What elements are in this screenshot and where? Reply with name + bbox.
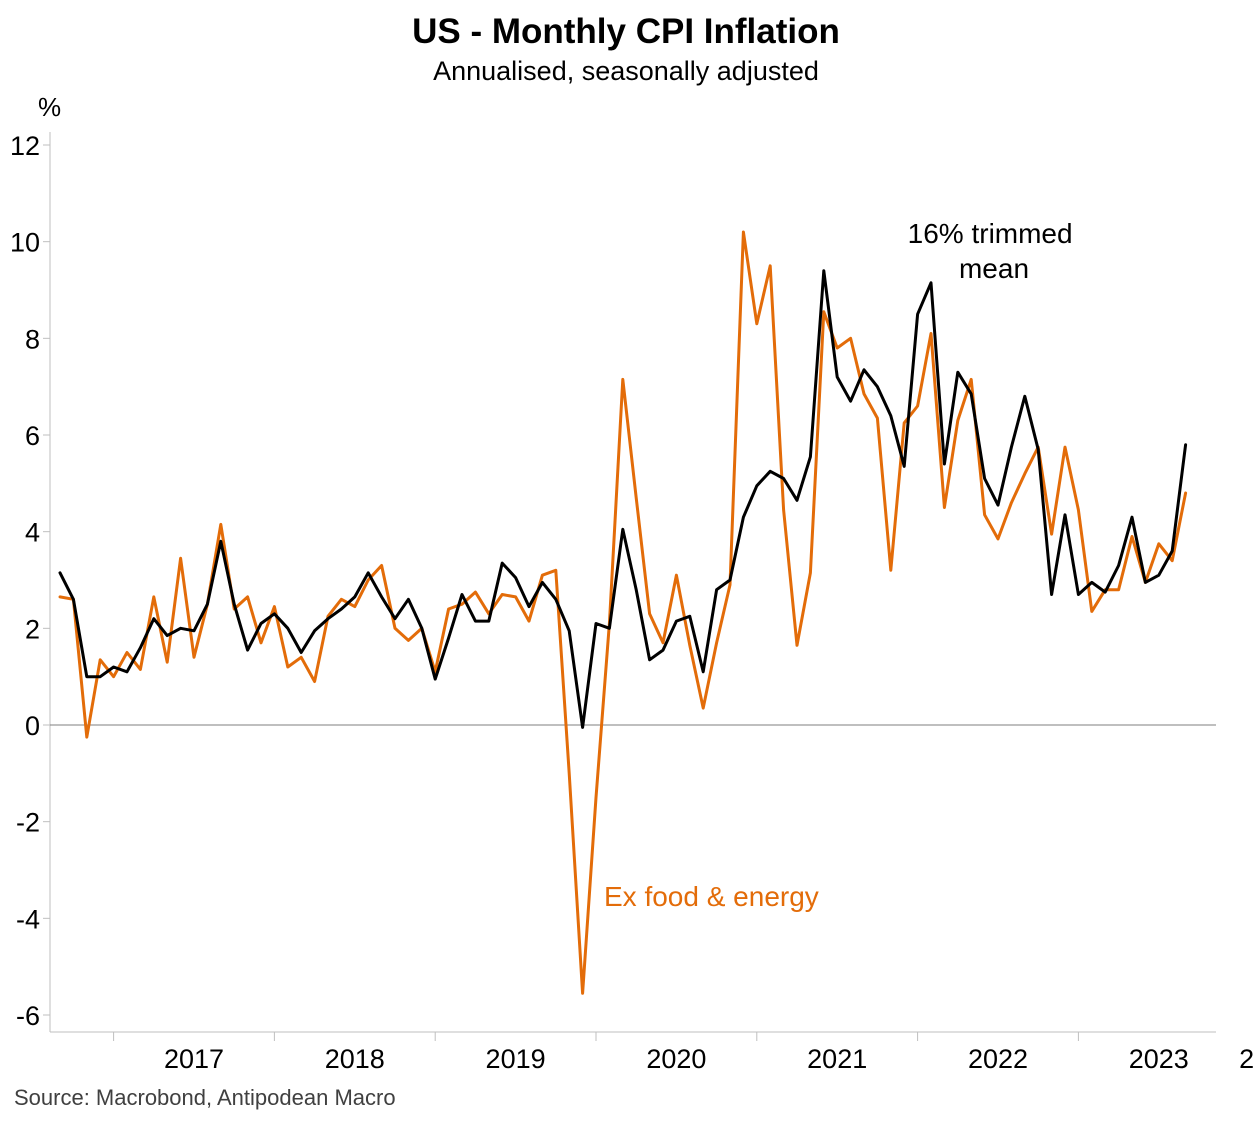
y-tick-label: 12 <box>10 131 40 161</box>
y-tick-label: 2 <box>25 614 40 644</box>
x-tick-label: 2017 <box>164 1044 224 1074</box>
x-tick-label: 2019 <box>486 1044 546 1074</box>
plot-area <box>58 230 1188 995</box>
y-tick-label: 8 <box>25 324 40 354</box>
series-line-ex-food-energy <box>58 230 1188 995</box>
chart-subtitle: Annualised, seasonally adjusted <box>433 56 819 86</box>
x-tick-label: 2021 <box>807 1044 867 1074</box>
y-tick-label: 4 <box>25 518 40 548</box>
annotation-trimmed-mean-line-1: 16% trimmed <box>908 218 1073 249</box>
y-tick-label: -2 <box>16 808 40 838</box>
y-tick-label: 0 <box>25 711 40 741</box>
annotation-ex-food-energy: Ex food & energy <box>604 881 819 912</box>
annotation-trimmed-mean: 16% trimmed mean <box>908 218 1081 284</box>
y-tick-label: 10 <box>10 228 40 258</box>
y-tick-label: 6 <box>25 421 40 451</box>
x-tick-label: 2018 <box>325 1044 385 1074</box>
series-line-16-trimmed-mean <box>58 269 1188 729</box>
x-tick-label: 2022 <box>968 1044 1028 1074</box>
y-tick-label: -6 <box>16 1001 40 1031</box>
y-axis: -6 -4 -2 0 2 4 6 8 10 12 <box>10 131 1216 1032</box>
chart-title: US - Monthly CPI Inflation <box>412 12 840 51</box>
y-axis-unit-label: % <box>38 92 61 122</box>
annotation-trimmed-mean-line-2: mean <box>959 253 1029 284</box>
x-tick-label: 2020 <box>646 1044 706 1074</box>
y-tick-label: -4 <box>16 904 40 934</box>
x-tick-label: 2023 <box>1129 1044 1189 1074</box>
source-note: Source: Macrobond, Antipodean Macro <box>14 1085 396 1110</box>
